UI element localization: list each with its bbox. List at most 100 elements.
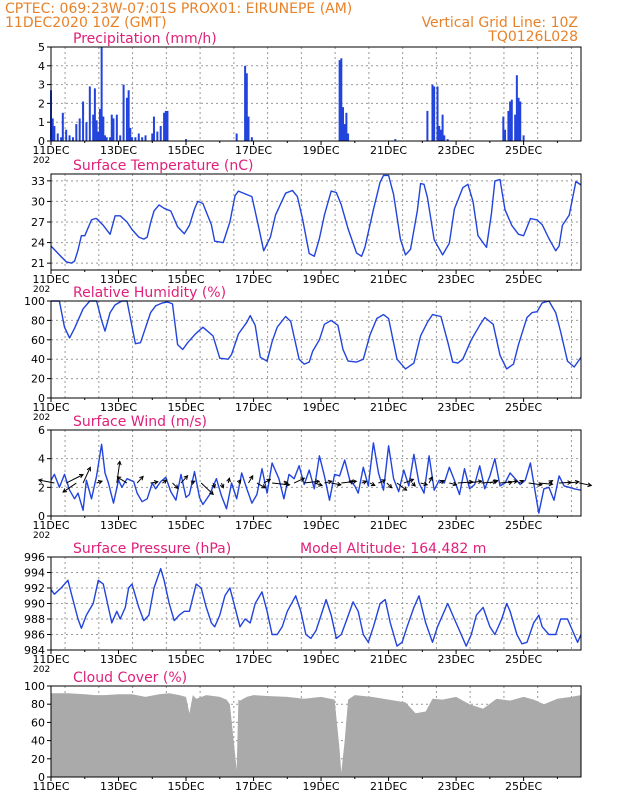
wind-arrow-shaft: [396, 482, 407, 491]
precip-bar: [235, 133, 238, 141]
wind-arrow-head: [86, 466, 91, 472]
x-tick-label: 13DEC: [100, 273, 137, 286]
wind-arrow-shaft: [499, 480, 518, 484]
precip-bar: [163, 112, 166, 141]
y-tick-label: 984: [24, 644, 45, 657]
wind-arrow: [116, 460, 122, 484]
wind-arrow: [428, 476, 433, 484]
wind-arrow-head: [153, 480, 159, 485]
y-tick-label: 1: [38, 116, 45, 129]
wind-arrow-shaft: [248, 475, 254, 484]
wind-arrow-head: [300, 477, 306, 482]
y-tick-label: 5: [38, 41, 45, 54]
y-tick-label: 0: [38, 771, 45, 784]
precip-bar: [60, 137, 63, 141]
wind-arrow: [361, 480, 368, 485]
precip-bar: [343, 124, 346, 141]
wind-arrow-head: [548, 481, 554, 487]
precip-bar: [105, 137, 108, 141]
wind-arrow-head: [209, 490, 214, 496]
precip-bar: [433, 86, 436, 141]
wind-arrow-head: [370, 481, 376, 487]
wind-arrow-shaft: [38, 479, 55, 484]
wind-arrow-head: [116, 476, 122, 481]
wind-arrow: [324, 479, 333, 485]
precip-bar: [78, 118, 81, 141]
wind-arrow-head: [587, 482, 593, 488]
wind-arrow-head: [348, 479, 354, 485]
precip-bar: [439, 129, 442, 141]
precip-bar: [127, 90, 130, 141]
x-tick-label: 25DEC: [505, 144, 542, 157]
wind-arrow: [457, 479, 474, 485]
y-tick-label: 4: [38, 60, 45, 73]
wind-arrow: [172, 482, 179, 490]
y-tick-label: 40: [31, 353, 45, 366]
wind-arrow-shaft: [116, 461, 121, 484]
wind-arrow-head: [508, 480, 513, 486]
x-year-stub: 202: [33, 531, 50, 541]
y-tick-label: 60: [31, 716, 45, 729]
precip-bar: [109, 137, 112, 141]
x-tick-label: 23DEC: [438, 401, 475, 414]
wind-arrow-shaft: [489, 480, 498, 484]
wind-arrow: [420, 481, 429, 487]
precip-bar: [394, 139, 397, 141]
x-tick-label: 19DEC: [303, 401, 340, 414]
precip-bar: [92, 114, 95, 141]
x-tick-label: 25DEC: [505, 780, 542, 793]
precip-bar: [510, 99, 513, 141]
wind-arrow-shaft: [150, 481, 158, 484]
wind-arrow-head: [411, 482, 416, 487]
x-tick-label: 19DEC: [303, 780, 340, 793]
precip-bar: [244, 65, 247, 141]
wind-arrow: [548, 480, 554, 485]
x-tick-label: 15DEC: [167, 273, 204, 286]
x-tick-label: 23DEC: [438, 780, 475, 793]
y-tick-label: 20: [31, 373, 45, 386]
wind-arrow-head: [574, 479, 580, 485]
precip-bar: [98, 109, 101, 141]
y-tick-label: 994: [24, 567, 45, 580]
x-tick-label: 15DEC: [167, 401, 204, 414]
wind-arrow: [499, 479, 519, 484]
wind-arrow-shaft: [403, 478, 414, 484]
precip-bar: [438, 125, 441, 141]
x-tick-label: 19DEC: [303, 653, 340, 666]
x-tick-label: 15DEC: [167, 144, 204, 157]
y-tick-label: 0: [38, 135, 45, 148]
x-tick-label: 21DEC: [370, 780, 407, 793]
x-tick-label: 11DEC: [32, 144, 69, 157]
wind-arrow-shaft: [341, 480, 357, 484]
precip-bar: [164, 110, 167, 141]
wind-arrow-head: [352, 479, 358, 485]
y-tick-label: 100: [24, 680, 45, 693]
wind-arrow-shaft: [62, 482, 77, 493]
precip-bar: [61, 112, 64, 141]
wind-arrow-head: [249, 474, 254, 480]
panel-title: Precipitation (mm/h): [73, 31, 217, 47]
precip-bar: [53, 125, 56, 141]
wind-arrow-head: [493, 479, 499, 484]
wind-arrow-head: [283, 480, 289, 486]
x-tick-label: 17DEC: [235, 780, 272, 793]
wind-arrow-shaft: [304, 480, 320, 484]
wind-arrow-head: [318, 482, 324, 487]
series-line: [50, 567, 582, 647]
x-year-stub: 202: [33, 285, 50, 295]
precip-bar: [340, 58, 343, 141]
x-tick-label: 13DEC: [100, 653, 137, 666]
wind-arrow-shaft: [420, 482, 428, 486]
wind-arrow-shaft: [82, 467, 91, 484]
wind-arrow: [272, 482, 291, 487]
precip-bar: [436, 86, 439, 141]
wind-arrow: [449, 481, 458, 487]
precip-bar: [517, 97, 520, 141]
wind-arrow: [411, 482, 416, 487]
y-tick-label: 80: [31, 698, 45, 711]
cloud-cover-area: [51, 693, 581, 777]
wind-arrow-shaft: [378, 479, 386, 484]
wind-arrow: [96, 480, 103, 485]
panel-frame: [50, 685, 582, 778]
wind-arrow: [236, 479, 242, 485]
